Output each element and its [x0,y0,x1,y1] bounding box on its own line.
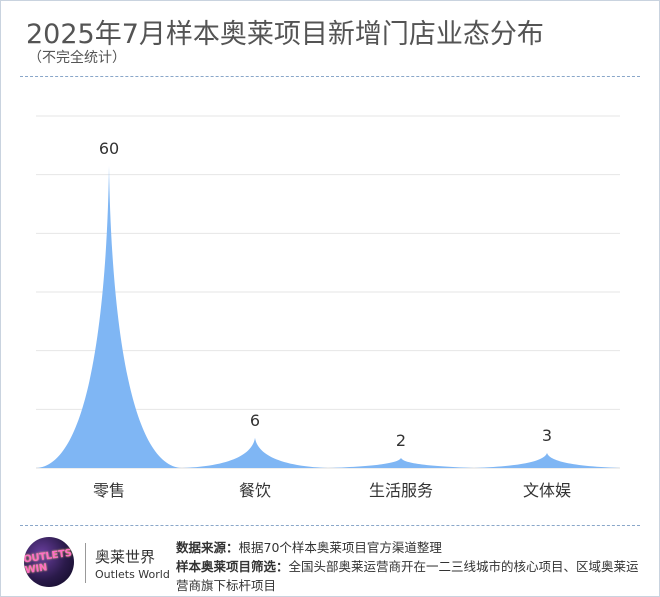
filter-label: 样本奥莱项目筛选： [176,559,289,574]
top-divider [20,76,640,77]
x-tick-label: 零售 [93,481,125,500]
x-tick-label: 文体娱 [523,481,571,500]
bottom-divider [20,525,640,526]
filter-line: 样本奥莱项目筛选：全国头部奥莱运营商开在一二三线城市的核心项目、区域奥莱运营商旗… [176,557,646,595]
chart-subtitle: （不完全统计） [28,50,126,66]
spike-4 [474,452,620,468]
outlets-world-logo: OUTLETS WIN [24,537,74,587]
source-text: 根据70个样本奥莱项目官方渠道整理 [238,540,442,555]
spike-2 [182,437,328,468]
data-labels: 60 6 2 3 [99,139,552,450]
data-label: 6 [250,411,260,430]
x-tick-labels: 零售 餐饮 生活服务 文体娱 [93,481,571,500]
data-label: 60 [99,139,119,158]
footer-notes: 数据来源：根据70个样本奥莱项目官方渠道整理 样本奥莱项目筛选：全国头部奥莱运营… [176,538,646,595]
spike-3 [328,457,474,468]
data-label: 2 [396,431,406,450]
brand-divider [85,543,86,583]
source-line: 数据来源：根据70个样本奥莱项目官方渠道整理 [176,538,646,557]
brand-name-cn: 奥莱世界 [95,548,156,566]
brand-name-en: Outlets World [95,568,170,581]
x-tick-label: 餐饮 [239,481,271,500]
filter-text: 全国头部奥莱运营商开在一二三线城市的核心项目、区域奥莱运营商旗下标杆项目 [176,559,639,593]
spike-1 [36,166,182,468]
chart-marks [36,166,620,468]
data-label: 3 [542,426,552,445]
x-tick-label: 生活服务 [369,481,433,500]
source-label: 数据来源： [176,540,239,555]
chart-title: 2025年7月样本奥莱项目新增门店业态分布 [26,19,544,50]
logo-lettering: OUTLETS WIN [24,547,73,577]
